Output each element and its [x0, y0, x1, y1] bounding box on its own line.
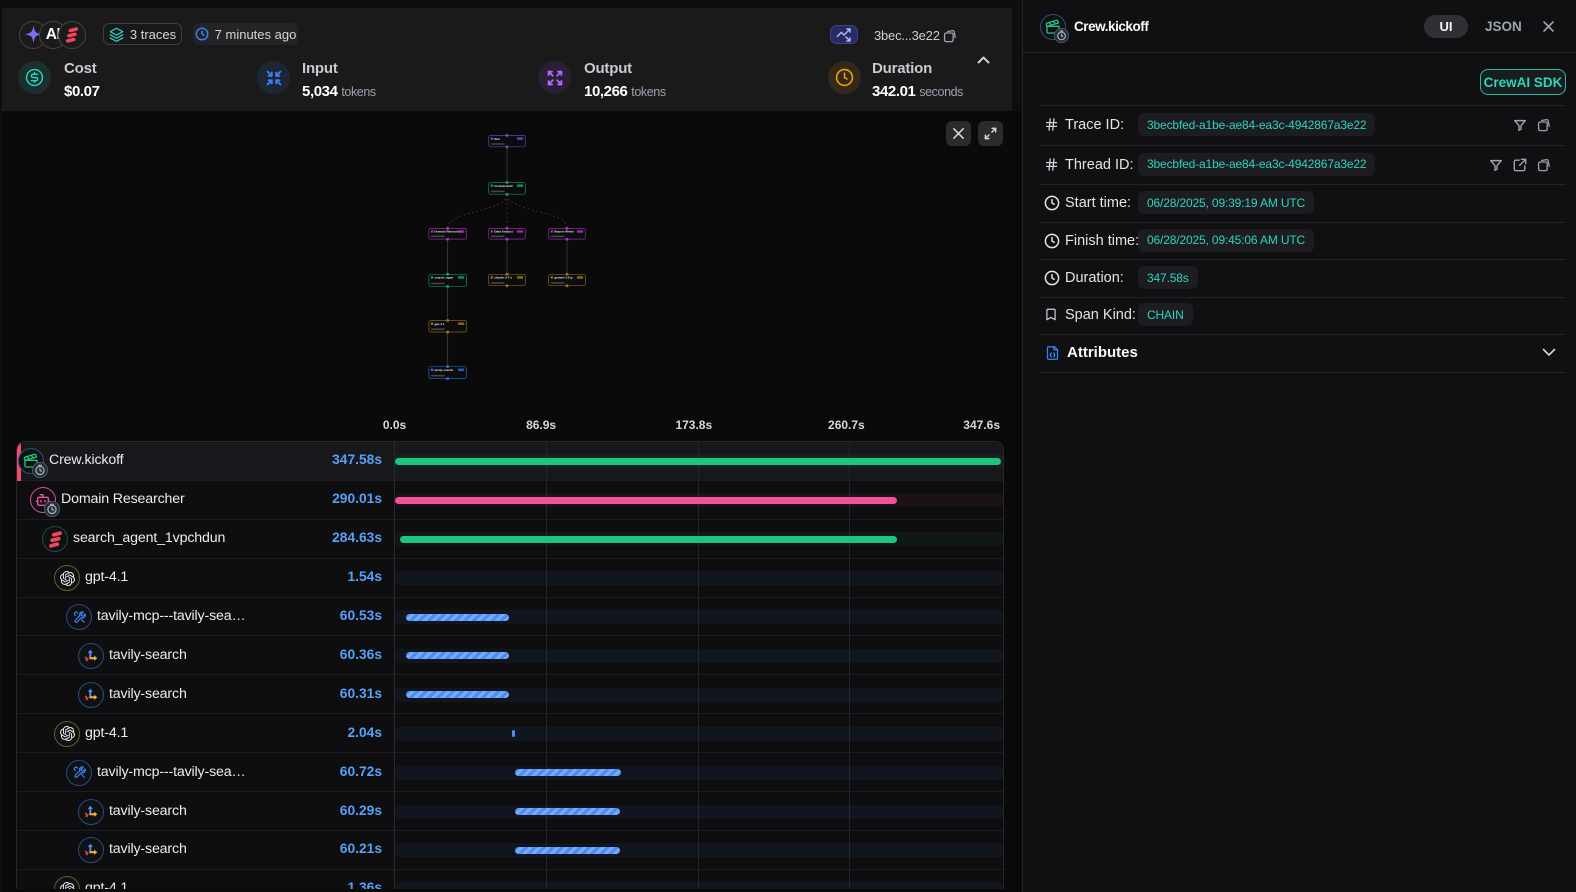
- svg-text:Report Writer: Report Writer: [554, 230, 575, 234]
- svg-text:Domain Research: Domain Research: [434, 230, 460, 234]
- svg-text:Run: Run: [494, 137, 500, 141]
- svg-text:claude-3.7-s: claude-3.7-s: [494, 276, 512, 280]
- svg-text:Crew.kickoff: Crew.kickoff: [494, 184, 513, 188]
- svg-text:search_agen: search_agen: [434, 276, 453, 280]
- svg-text:Data Analyst: Data Analyst: [494, 230, 513, 234]
- svg-text:tavily-search: tavily-search: [434, 368, 453, 372]
- svg-text:gpt-4.1: gpt-4.1: [434, 322, 444, 326]
- svg-text:gemini-2.5-g: gemini-2.5-g: [554, 276, 572, 280]
